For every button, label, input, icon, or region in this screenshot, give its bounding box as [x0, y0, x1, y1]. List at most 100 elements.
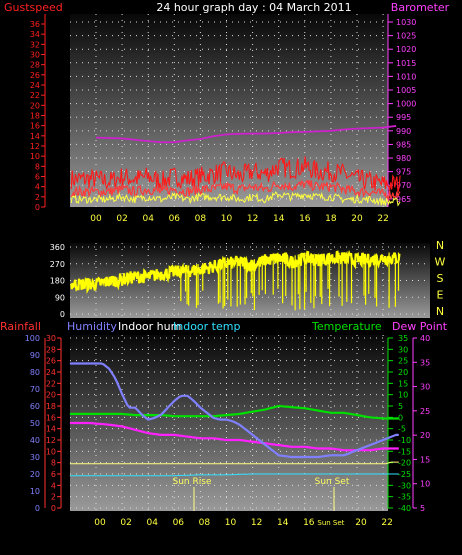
temp-panel-series — [69, 362, 399, 477]
gust-tick: 14 — [30, 132, 40, 141]
wind-x-tick: 08 — [195, 214, 207, 224]
rainfall-tick: 90 — [30, 351, 40, 360]
temp-x-tick: 08 — [199, 518, 211, 528]
temp-x-tick: 20 — [355, 518, 367, 528]
compass-label: E — [437, 289, 444, 302]
wind-panel-series — [70, 125, 401, 207]
wind-x-tick: 00 — [90, 214, 102, 224]
legend-indoor-temp: Indoor temp — [173, 320, 240, 333]
dewpoint-line — [69, 421, 399, 452]
barometer-tick: 965 — [396, 195, 411, 204]
humidity-tick: 14 — [46, 425, 56, 434]
humidity-tick: 16 — [46, 413, 56, 422]
temp-tick: -10 — [398, 436, 411, 445]
barometer-tick: 970 — [396, 181, 411, 190]
gust-tick: 8 — [35, 162, 40, 171]
temp-tick: -30 — [398, 481, 411, 490]
wind-x-tick: 22 — [377, 214, 388, 224]
rainfall-tick: 50 — [30, 419, 40, 428]
gust-tick: 34 — [30, 30, 40, 39]
barometer-tick: 1000 — [396, 100, 416, 109]
temp-x-tick-sunset: Sun Set — [317, 519, 344, 527]
sun-set-label: Sun Set — [315, 477, 350, 487]
temp-panel-bg — [70, 335, 388, 511]
temp-tick: 30 — [398, 345, 408, 354]
temp-tick: -20 — [398, 459, 411, 468]
humidity-tick: 10 — [46, 447, 56, 456]
barometer-tick: 1020 — [396, 45, 416, 54]
humidity-tick: 22 — [46, 379, 56, 388]
direction-tick: 360 — [50, 243, 65, 252]
temp-tick: 25 — [398, 357, 408, 366]
gust-tick: 6 — [35, 173, 40, 182]
legend-temperature: Temperature — [311, 320, 382, 333]
temp-tick: 5 — [398, 402, 403, 411]
temp-tick: -15 — [398, 447, 411, 456]
gust-tick: 20 — [30, 101, 40, 110]
temp-x-tick: 00 — [94, 518, 106, 528]
gust-line — [70, 156, 401, 193]
humidity-tick: 30 — [46, 334, 56, 343]
humidity-tick: 28 — [46, 345, 56, 354]
dew-tick: 10 — [420, 480, 430, 489]
temp-x-tick: 16 — [303, 518, 315, 528]
temp-tick: -25 — [398, 470, 411, 479]
wind-x-tick: 18 — [325, 214, 337, 224]
gust-tick: 26 — [30, 71, 40, 80]
compass-label: N — [436, 305, 444, 318]
wind-x-tick: 14 — [273, 214, 285, 224]
temp-tick: 35 — [398, 334, 408, 343]
humidity-tick: 0 — [51, 504, 56, 513]
temp-tick: -35 — [398, 493, 411, 502]
legend-humidity: Humidity — [67, 320, 117, 333]
wind-panel-x-axis: 00 02 04 06 08 10 12 14 16 18 20 22 — [90, 214, 389, 224]
temp-x-tick: 12 — [251, 518, 262, 528]
barometer-tick: 995 — [396, 113, 411, 122]
rainfall-tick: 80 — [30, 368, 40, 377]
dew-tick: 40 — [420, 334, 430, 343]
barometer-line — [95, 125, 397, 144]
wind-x-tick: 16 — [299, 214, 311, 224]
legend-rainfall: Rainfall — [0, 320, 41, 333]
dew-tick: 25 — [420, 407, 430, 416]
barometer-tick: 980 — [396, 154, 411, 163]
gust-tick: 10 — [30, 152, 40, 161]
barometer-tick: 990 — [396, 127, 411, 136]
barometer-tick: 1025 — [396, 32, 416, 41]
compass-label: N — [436, 239, 444, 252]
temp-tick: 0 — [398, 413, 403, 422]
barometer-axis: 965 970 975 980 985 990 995 1000 1005 1010 1015 102… — [387, 14, 416, 207]
gust-tick: 24 — [30, 81, 40, 90]
humidity-tick: 2 — [51, 493, 56, 502]
barometer-tick: 1005 — [396, 86, 416, 95]
barometer-header: Barometer — [391, 1, 450, 14]
temperature-line — [69, 404, 399, 420]
wind-x-tick: 20 — [351, 214, 363, 224]
rainfall-tick: 10 — [30, 487, 40, 496]
humidity-tick: 4 — [51, 481, 56, 490]
direction-tick: 0 — [60, 310, 65, 319]
temp-tick: 10 — [398, 391, 408, 400]
direction-tick: 270 — [50, 260, 65, 269]
gust-tick: 22 — [30, 91, 40, 100]
gust-tick: 0 — [35, 203, 40, 212]
humidity-tick: 26 — [46, 357, 56, 366]
legend-indoor-hum: Indoor hum — [118, 320, 181, 333]
wind-line — [70, 191, 401, 207]
humidity-tick: 20 — [46, 391, 56, 400]
temp-x-tick: 02 — [120, 518, 131, 528]
gust-tick: 4 — [35, 183, 40, 192]
rainfall-tick: 60 — [30, 402, 40, 411]
temp-panel-x-axis: 00 02 04 06 08 10 12 14 16 Sun Set 20 22 — [94, 518, 393, 528]
rainfall-tick: 20 — [30, 470, 40, 479]
direction-tick: 90 — [55, 293, 65, 302]
temp-tick: 20 — [398, 368, 408, 377]
direction-series — [70, 249, 401, 311]
wind-x-tick: 02 — [116, 214, 127, 224]
temp-panel-axes: 0102030405060708090100024681012141618202… — [25, 334, 430, 513]
humidity-tick: 8 — [51, 459, 56, 468]
barometer-tick: 1010 — [396, 72, 416, 81]
gust-tick: 32 — [30, 40, 40, 49]
